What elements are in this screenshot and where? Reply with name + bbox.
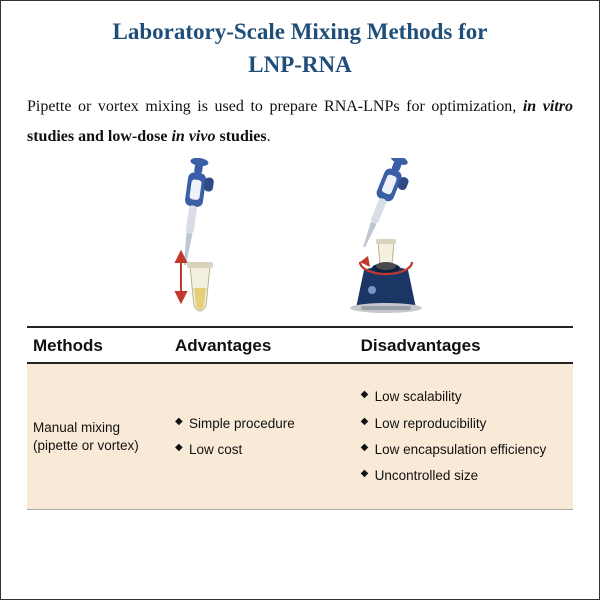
list-item: Low encapsulation efficiency: [361, 437, 567, 463]
method-line-2: (pipette or vortex): [33, 438, 139, 453]
figure-row: [27, 158, 573, 318]
list-item: Uncontrolled size: [361, 463, 567, 489]
title-line-1: Laboratory-Scale Mixing Methods for: [113, 19, 488, 44]
col-header-advantages: Advantages: [169, 327, 355, 363]
page-title: Laboratory-Scale Mixing Methods for LNP-…: [27, 15, 573, 82]
title-line-2: LNP-RNA: [248, 52, 352, 77]
advantages-list: Simple procedure Low cost: [175, 411, 349, 464]
list-item: Simple procedure: [175, 411, 349, 437]
lead-bold-lowdose: low-dose: [108, 128, 172, 145]
col-header-methods: Methods: [27, 327, 169, 363]
lead-bold-studies: studies: [215, 128, 266, 145]
lead-em-invivo: in vivo: [171, 128, 215, 145]
col-header-disadvantages: Disadvantages: [355, 327, 573, 363]
disadvantages-list: Low scalability Low reproducibility Low …: [361, 384, 567, 489]
cell-method: Manual mixing (pipette or vortex): [27, 363, 169, 510]
list-item: Low reproducibility: [361, 411, 567, 437]
figure-pipette-mixing: [150, 158, 250, 318]
lead-text-prefix: Pipette or vortex mixing is used to prep…: [27, 98, 523, 115]
page: Laboratory-Scale Mixing Methods for LNP-…: [0, 0, 600, 600]
lead-em-invitro: in vitro: [523, 98, 573, 115]
figure-vortex-mixing: [320, 158, 450, 318]
pipette-vortex-icon: [320, 158, 450, 313]
cell-advantages: Simple procedure Low cost: [169, 363, 355, 510]
lead-text-suffix: .: [267, 128, 271, 145]
lead-text-mid: studies and: [27, 128, 108, 145]
list-item: Low scalability: [361, 384, 567, 410]
list-item: Low cost: [175, 437, 349, 463]
lead-paragraph: Pipette or vortex mixing is used to prep…: [27, 92, 573, 153]
table-row: Manual mixing (pipette or vortex) Simple…: [27, 363, 573, 510]
cell-disadvantages: Low scalability Low reproducibility Low …: [355, 363, 573, 510]
table-header-row: Methods Advantages Disadvantages: [27, 327, 573, 363]
methods-table: Methods Advantages Disadvantages Manual …: [27, 326, 573, 510]
pipette-tube-icon: [150, 158, 250, 313]
method-line-1: Manual mixing: [33, 420, 120, 435]
